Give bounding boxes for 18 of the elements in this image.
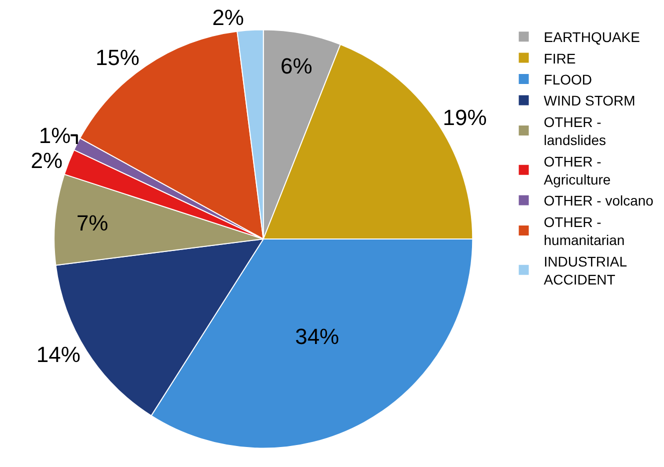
legend-label: OTHER - humanitarian xyxy=(544,214,625,248)
legend-label: INDUSTRIAL ACCIDENT xyxy=(544,253,628,288)
legend-label: OTHER - landslides xyxy=(544,114,606,148)
data-label: 14% xyxy=(36,342,80,368)
data-label: 19% xyxy=(442,104,487,130)
data-label: 34% xyxy=(295,324,340,350)
legend-label: EARTHQUAKE xyxy=(544,29,640,46)
data-label: 7% xyxy=(76,210,108,236)
data-label: 1% xyxy=(38,122,71,148)
data-label: 2% xyxy=(212,5,244,30)
data-label: 15% xyxy=(95,44,140,70)
legend-label: FIRE xyxy=(544,50,576,66)
data-label: 6% xyxy=(280,53,312,78)
legend-label: OTHER - volcano xyxy=(544,192,654,209)
legend-label: FLOOD xyxy=(544,71,592,88)
data-label: 2% xyxy=(30,148,63,173)
legend-label: WIND STORM xyxy=(544,92,636,109)
legend-label: OTHER - Agriculture xyxy=(544,153,611,188)
